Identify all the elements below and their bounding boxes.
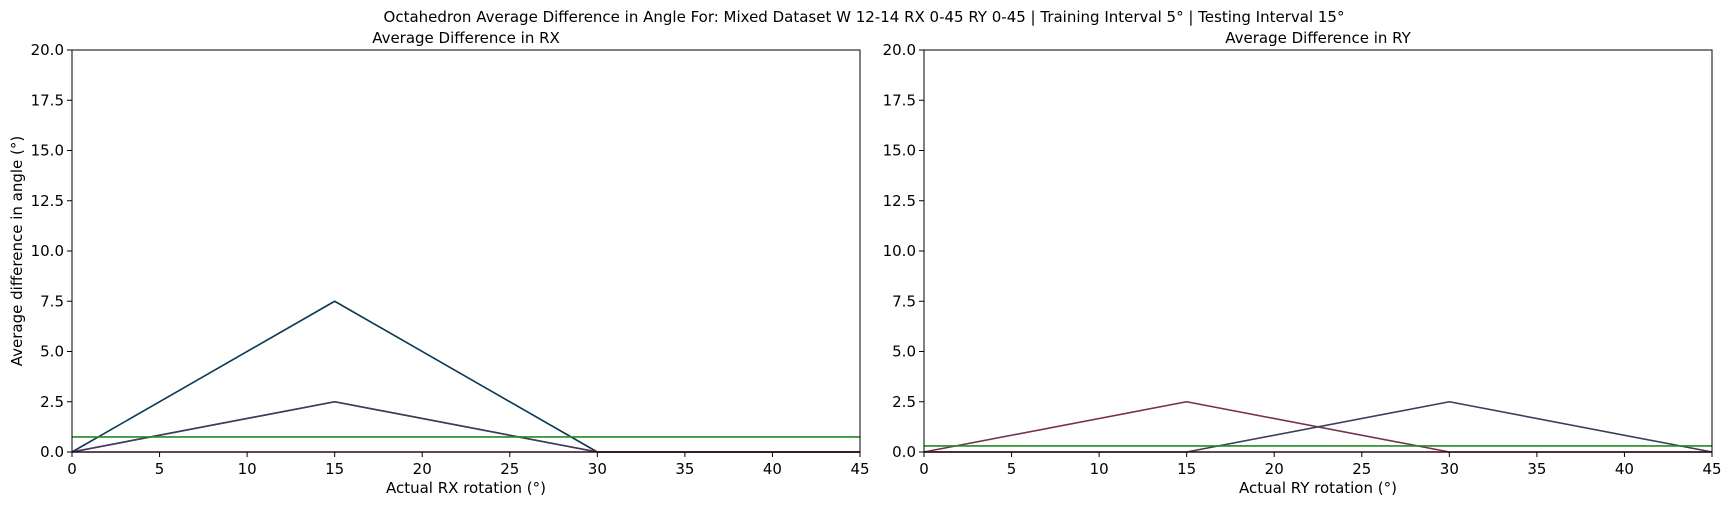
panel-ry: Average Difference in RY 0 5 10 15 20 25 30 35 40… (883, 29, 1722, 497)
x-tick-label: 30 (1440, 460, 1459, 478)
y-tick-label: 2.5 (40, 393, 64, 411)
x-tick-label: 15 (325, 460, 344, 478)
panel-rx: Average Difference in RX 0 5 10 15 20 25 30 35 40… (8, 29, 870, 497)
x-tick-label: 0 (67, 460, 77, 478)
x-tick-label: 45 (1702, 460, 1721, 478)
x-tick-label: 40 (763, 460, 782, 478)
y-tick-label: 20.0 (31, 41, 64, 59)
x-tick-label: 0 (919, 460, 929, 478)
plot-frame (71, 49, 861, 453)
x-tick-label: 25 (1352, 460, 1371, 478)
panel-title: Average Difference in RX (372, 29, 560, 47)
panel-title: Average Difference in RY (1225, 29, 1411, 47)
y-tick-label: 5.0 (892, 343, 916, 361)
plot-frame (923, 49, 1713, 453)
y-tick-label: 5.0 (40, 343, 64, 361)
figure-title: Octahedron Average Difference in Angle F… (384, 8, 1345, 26)
y-tick-label: 12.5 (31, 192, 64, 210)
y-tick-label: 17.5 (31, 91, 64, 109)
x-tick-label: 25 (500, 460, 519, 478)
x-tick-label: 10 (238, 460, 257, 478)
y-tick-label: 20.0 (883, 41, 916, 59)
x-tick-label: 15 (1177, 460, 1196, 478)
x-tick-label: 30 (588, 460, 607, 478)
x-tick-label: 10 (1090, 460, 1109, 478)
x-tick-label: 5 (1007, 460, 1017, 478)
y-tick-label: 10.0 (883, 242, 916, 260)
y-tick-label: 0.0 (40, 443, 64, 461)
y-axis-label: Average difference in angle (°) (8, 136, 26, 366)
x-tick-label: 5 (155, 460, 165, 478)
y-tick-label: 7.5 (892, 292, 916, 310)
series-line-1 (924, 400, 1713, 453)
x-tick-label: 35 (675, 460, 694, 478)
x-tick-label: 40 (1615, 460, 1634, 478)
x-axis-label: Actual RY rotation (°) (1239, 479, 1397, 497)
y-tick-label: 2.5 (892, 393, 916, 411)
x-tick-label: 35 (1527, 460, 1546, 478)
y-tick-label: 17.5 (883, 91, 916, 109)
y-tick-label: 0.0 (892, 443, 916, 461)
x-tick-label: 20 (413, 460, 432, 478)
y-tick-label: 12.5 (883, 192, 916, 210)
y-tick-label: 15.0 (883, 142, 916, 160)
y-tick-label: 10.0 (31, 242, 64, 260)
x-tick-label: 45 (850, 460, 869, 478)
y-tick-label: 15.0 (31, 142, 64, 160)
x-axis-label: Actual RX rotation (°) (386, 479, 546, 497)
y-tick-label: 7.5 (40, 292, 64, 310)
series-line-2 (71, 400, 860, 453)
x-tick-label: 20 (1265, 460, 1284, 478)
